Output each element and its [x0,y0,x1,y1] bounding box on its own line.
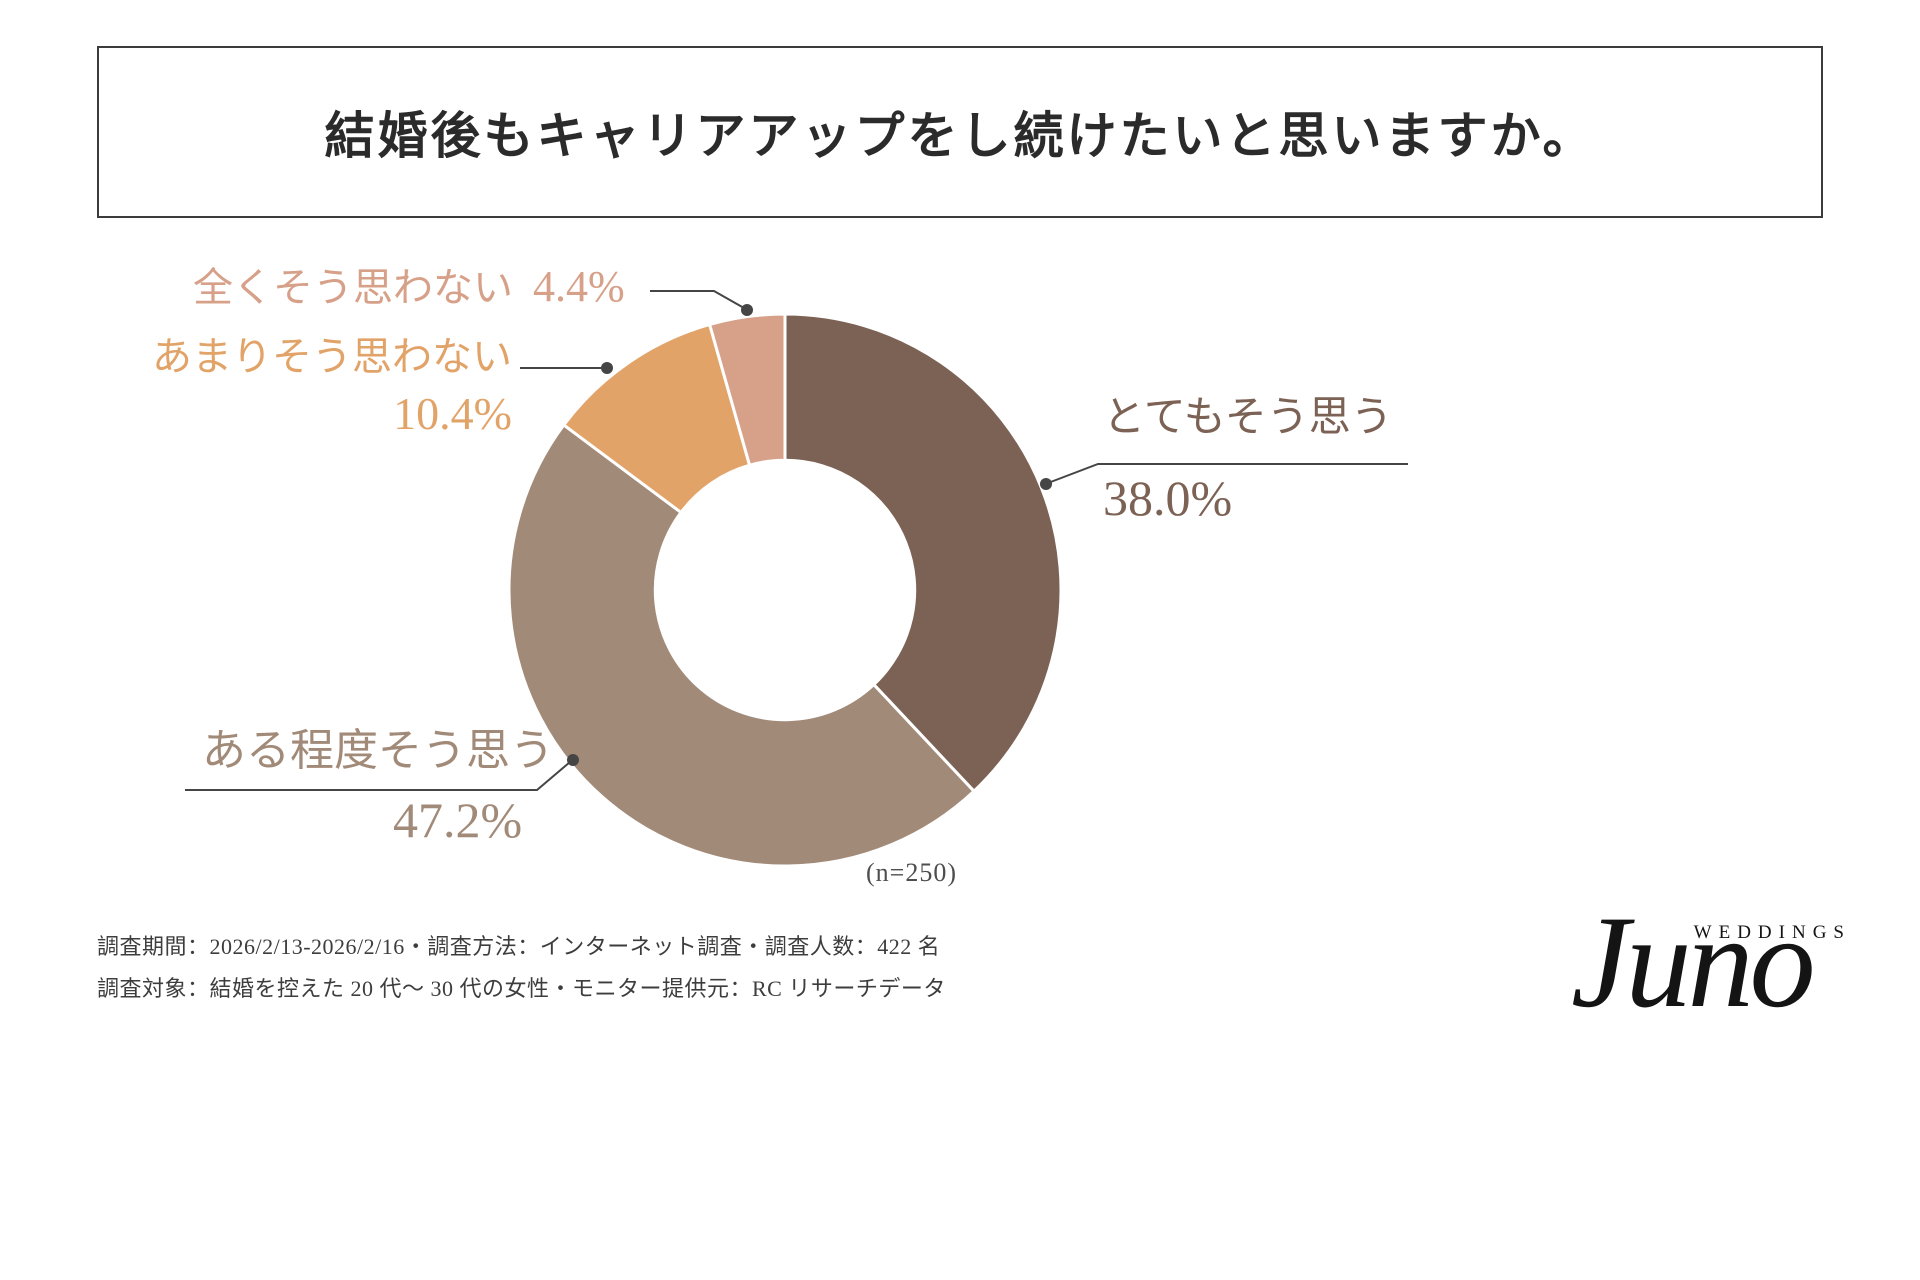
footer-line-2: 調査対象：結婚を控えた 20 代～ 30 代の女性・モニター提供元：RC リサー… [97,976,946,1001]
logo-weddings-text: WEDDINGS [1693,922,1851,943]
juno-weddings-logo: WEDDINGS Juno [1565,878,1855,1078]
label-not-really-agree-pct: 10.4% [393,388,512,439]
leader-line-never [650,290,745,309]
donut-segment-1 [783,312,1063,794]
logo-juno-text: Juno [1571,888,1816,1035]
label-somewhat-agree-pct: 47.2% [393,792,523,848]
label-never-agree-text: 全くそう思わない [193,265,513,310]
survey-question-title: 結婚後もキャリアアップをし続けたいと思いますか。 [324,108,1596,164]
donut-chart [507,312,1063,868]
label-not-really-agree: あまりそう思わない 10.4% [140,334,512,441]
label-strongly-agree-pct: 38.0% [1103,470,1233,526]
label-somewhat-agree-text: ある程度そう思う [202,726,554,775]
title-box: 結婚後もキャリアアップをし続けたいと思いますか。 [97,46,1823,218]
footer-line-1: 調査期間：2026/2/13-2026/2/16・調査方法：インターネット調査・… [97,934,941,959]
label-never-agree: 全くそう思わない 4.4% [193,262,625,313]
label-not-really-agree-text: あまりそう思わない [152,334,512,379]
survey-methodology-footer: 調査期間：2026/2/13-2026/2/16・調査方法：インターネット調査・… [97,936,946,1020]
sample-size-label: (n=250) [866,858,957,887]
donut-segment-2 [507,422,977,868]
label-never-agree-pct: 4.4% [533,262,625,311]
donut-segment-3 [561,322,752,515]
donut-segment-4 [707,312,787,468]
label-strongly-agree-text: とてもそう思う [1103,395,1393,441]
